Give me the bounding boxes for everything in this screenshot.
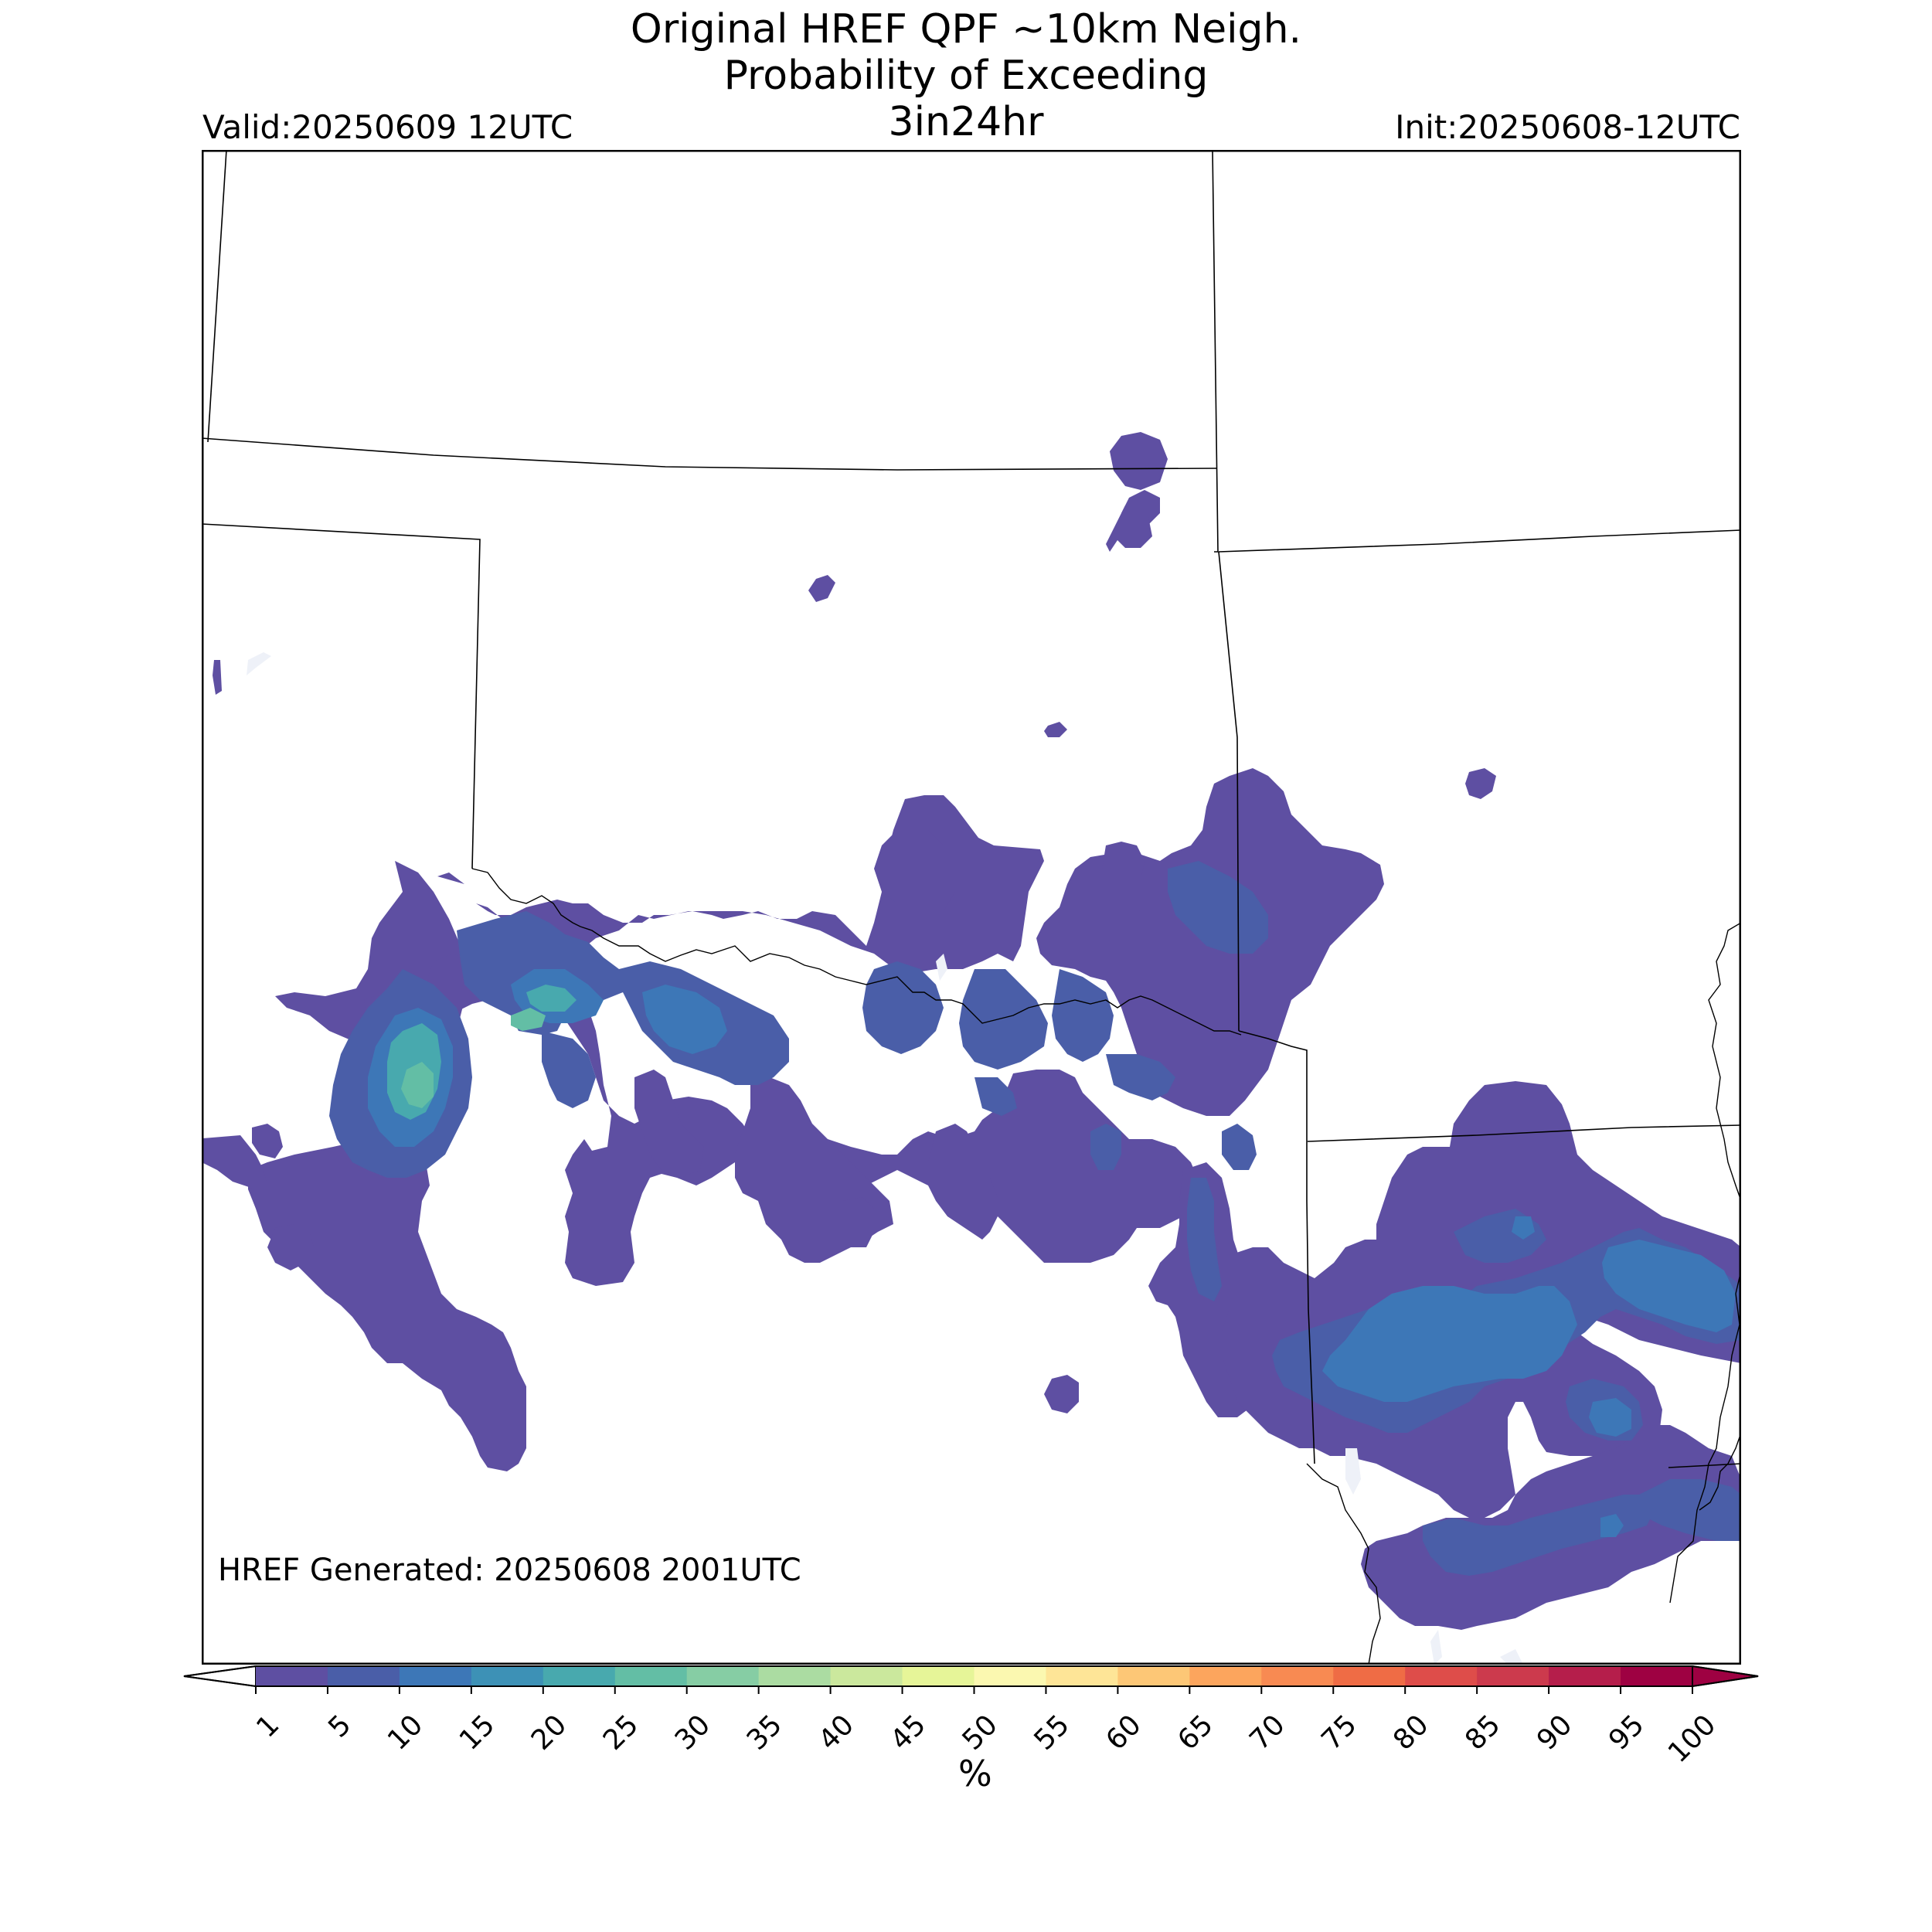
water-features (247, 652, 1523, 1665)
valid-time-label: Valid:20250609 12UTC (202, 108, 573, 146)
title-line-2: Probability of Exceeding (723, 53, 1209, 99)
colorbar-tick-label: 70 (1243, 1709, 1291, 1756)
colorbar-tick-label: 35 (741, 1709, 788, 1756)
title-line-3: 3in24hr (888, 99, 1044, 145)
colorbar-tick-label: 65 (1172, 1709, 1219, 1756)
colorbar-tick-label: 100 (1662, 1709, 1723, 1769)
colorbar-segment (256, 1666, 328, 1686)
state-boundaries (202, 150, 1741, 1468)
colorbar-segment (1549, 1666, 1621, 1686)
colorbar-segment (1261, 1666, 1334, 1686)
colorbar-unit-label: % (958, 1753, 992, 1794)
colorbar-tick-label: 1 (250, 1709, 285, 1743)
colorbar-segment (399, 1666, 472, 1686)
colorbar-segment (1621, 1666, 1693, 1686)
generated-time-label: HREF Generated: 20250608 2001UTC (218, 1553, 801, 1588)
colorbar-tick-label: 40 (813, 1709, 860, 1756)
colorbar-tick-label: 90 (1531, 1709, 1578, 1756)
colorbar-tick-label: 80 (1387, 1709, 1434, 1756)
init-time-label: Init:20250608-12UTC (1395, 108, 1740, 146)
river-boundaries (471, 868, 1741, 1665)
colorbar-segment (327, 1666, 400, 1686)
colorbar-tick-label: 55 (1029, 1709, 1076, 1756)
colorbar-segment (758, 1666, 832, 1686)
colorbar-segment (471, 1666, 544, 1686)
colorbar-tick-label: 95 (1603, 1709, 1650, 1756)
colorbar-tick-label: 15 (454, 1709, 501, 1756)
colorbar-segment (1117, 1666, 1190, 1686)
colorbar-tick-label: 5 (322, 1709, 357, 1743)
colorbar-tick-label: 25 (597, 1709, 645, 1756)
colorbar-segment (543, 1666, 616, 1686)
colorbar-segment (902, 1666, 975, 1686)
colorbar-tick-label: 60 (1100, 1709, 1147, 1756)
colorbar-extend-low (183, 1665, 257, 1688)
colorbar-tick-label: 75 (1315, 1709, 1362, 1756)
colorbar-segment (1333, 1666, 1406, 1686)
colorbar-tick-label: 10 (382, 1709, 429, 1756)
colorbar-segment (1405, 1666, 1478, 1686)
prob-band-5 (401, 1008, 546, 1108)
colorbar-outline (183, 1665, 1759, 1687)
colorbar-segment (686, 1666, 760, 1686)
colorbar-extend-high (1692, 1665, 1759, 1688)
colorbar-tick-label: 85 (1459, 1709, 1506, 1756)
colorbar-segment (614, 1666, 688, 1686)
colorbar-tick-label: 50 (957, 1709, 1004, 1756)
colorbar-segment (830, 1666, 903, 1686)
map-frame (202, 150, 1741, 1665)
colorbar-tick-label: 30 (669, 1709, 716, 1756)
colorbar-segment (1477, 1666, 1549, 1686)
colorbar-tick-label: 45 (885, 1709, 932, 1756)
colorbar-segment (1189, 1666, 1262, 1686)
colorbar-segment (1046, 1666, 1118, 1686)
colorbar-segment (974, 1666, 1046, 1686)
title-line-1: Original HREF QPF ~10km Neigh. (630, 6, 1302, 53)
map-panel (202, 150, 1741, 1665)
colorbar-tick-label: 20 (526, 1709, 573, 1756)
colorbar-segments (183, 1665, 1759, 1688)
